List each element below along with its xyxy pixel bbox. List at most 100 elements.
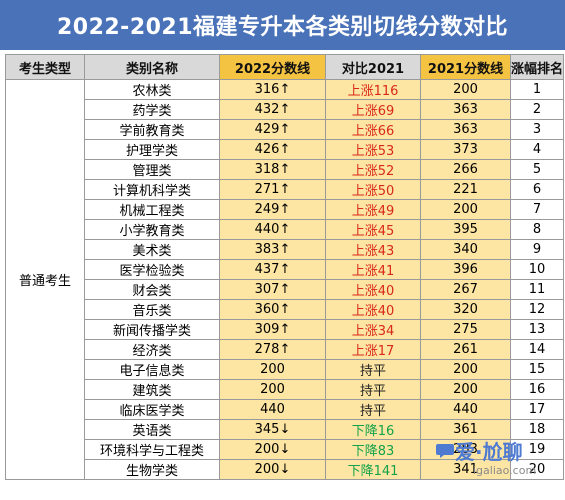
rank-cell: 17 [509,399,565,420]
score-2021-cell: 440 [420,399,511,420]
table-row: 管理类 318↑ 上涨52 266 5 [6,159,565,180]
score-2022-cell: 440 [219,399,326,420]
score-2021-cell: 340 [420,239,511,260]
rank-cell: 20 [509,459,565,480]
score-2021-cell: 361 [420,419,511,440]
table-row: 财会类 307↑ 上涨40 267 11 [6,279,565,300]
rank-cell: 5 [509,159,565,180]
score-2022-cell: 440↑ [219,219,326,240]
change-cell: 上涨43 [325,239,421,260]
col-header-change: 对比2021 [325,54,421,80]
table-row: 生物学类 200↓ 下降141 341 20 [6,459,565,480]
col-header-exam-type: 考生类型 [5,54,85,80]
table-row: 护理学类 426↑ 上涨53 373 4 [6,139,565,160]
page-title: 2022-2021福建专升本各类别切线分数对比 [56,15,509,40]
category-cell: 电子信息类 [84,359,220,380]
category-cell: 计算机科学类 [84,179,220,200]
score-2022-cell: 360↑ [219,299,326,320]
change-cell: 下降83 [325,439,421,460]
rank-cell: 7 [509,199,565,220]
category-cell: 音乐类 [84,299,220,320]
score-2022-cell: 345↓ [219,419,326,440]
category-cell: 新闻传播学类 [84,319,220,340]
watermark-title: 爱·尬聊 [455,440,523,464]
score-2022-cell: 200↓ [219,439,326,460]
category-cell: 建筑类 [84,379,220,400]
rank-cell: 13 [509,319,565,340]
rank-cell: 4 [509,139,565,160]
score-2022-cell: 432↑ [219,99,326,120]
change-cell: 下降141 [325,459,421,480]
table-body: 普通考生 农林类 316↑ 上涨116 200 1 药学类 432↑ 上涨69 363 2 学前教育类… [5,79,565,480]
rank-cell: 8 [509,219,565,240]
category-cell: 农林类 [84,79,220,100]
score-2021-cell: 373 [420,139,511,160]
rank-cell: 1 [509,79,565,100]
rank-cell: 19 [509,439,565,460]
change-cell: 持平 [325,379,421,400]
col-header-score-2021: 2021分数线 [420,54,511,80]
table-header: 考生类型 类别名称 2022分数线 对比2021 2021分数线 涨幅排名 [5,54,565,80]
table-row: 经济类 278↑ 上涨17 261 14 [6,339,565,360]
score-2022-cell: 429↑ [219,119,326,140]
score-2021-cell: 363 [420,119,511,140]
category-cell: 医学检验类 [84,259,220,280]
title-bar: 2022-2021福建专升本各类别切线分数对比 [0,0,565,50]
change-cell: 上涨50 [325,179,421,200]
score-2021-cell: 200 [420,379,511,400]
table-row: 音乐类 360↑ 上涨40 320 12 [6,299,565,320]
change-cell: 上涨41 [325,259,421,280]
chat-bubble-icon [436,444,454,458]
change-cell: 上涨53 [325,139,421,160]
score-2021-cell: 341 [420,459,511,480]
score-2021-cell: 200 [420,359,511,380]
score-2022-cell: 200 [219,359,326,380]
score-2021-cell: 395 [420,219,511,240]
category-cell: 临床医学类 [84,399,220,420]
rank-cell: 11 [509,279,565,300]
category-cell: 美术类 [84,239,220,260]
rank-cell: 14 [509,339,565,360]
score-2022-cell: 278↑ [219,339,326,360]
score-2021-cell: 320 [420,299,511,320]
table-row: 建筑类 200 持平 200 16 [6,379,565,400]
table-row: 学前教育类 429↑ 上涨66 363 3 [6,119,565,140]
score-2022-cell: 426↑ [219,139,326,160]
exam-type-cell: 普通考生 [5,79,85,480]
score-2022-cell: 437↑ [219,259,326,280]
table-row: 新闻传播学类 309↑ 上涨34 275 13 [6,319,565,340]
rank-cell: 15 [509,359,565,380]
rank-cell: 9 [509,239,565,260]
category-cell: 机械工程类 [84,199,220,220]
score-2021-cell: 267 [420,279,511,300]
change-cell: 上涨49 [325,199,421,220]
score-2021-cell: 221 [420,179,511,200]
score-2022-cell: 307↑ [219,279,326,300]
change-cell: 上涨17 [325,339,421,360]
category-cell: 管理类 [84,159,220,180]
category-cell: 英语类 [84,419,220,440]
score-2022-cell: 200↓ [219,459,326,480]
score-2022-cell: 271↑ [219,179,326,200]
change-cell: 上涨34 [325,319,421,340]
change-cell: 上涨40 [325,279,421,300]
score-2021-cell: 266 [420,159,511,180]
category-cell: 护理学类 [84,139,220,160]
change-cell: 上涨116 [325,79,421,100]
score-2021-cell: 275 [420,319,511,340]
table-row: 计算机科学类 271↑ 上涨50 221 6 [6,179,565,200]
table-row: 临床医学类 440 持平 440 17 [6,399,565,420]
table-row: 英语类 345↓ 下降16 361 18 [6,419,565,440]
score-2022-cell: 249↑ [219,199,326,220]
score-2022-cell: 316↑ [219,79,326,100]
score-table: 考生类型 类别名称 2022分数线 对比2021 2021分数线 涨幅排名 普通… [5,54,565,480]
change-cell: 上涨40 [325,299,421,320]
score-2021-cell: 200 [420,199,511,220]
col-header-score-2022: 2022分数线 [219,54,326,80]
category-cell: 经济类 [84,339,220,360]
table-row: 医学检验类 437↑ 上涨41 396 10 [6,259,565,280]
change-cell: 上涨69 [325,99,421,120]
table-row: 普通考生 农林类 316↑ 上涨116 200 1 [5,79,565,480]
change-cell: 持平 [325,399,421,420]
category-cell: 生物学类 [84,459,220,480]
